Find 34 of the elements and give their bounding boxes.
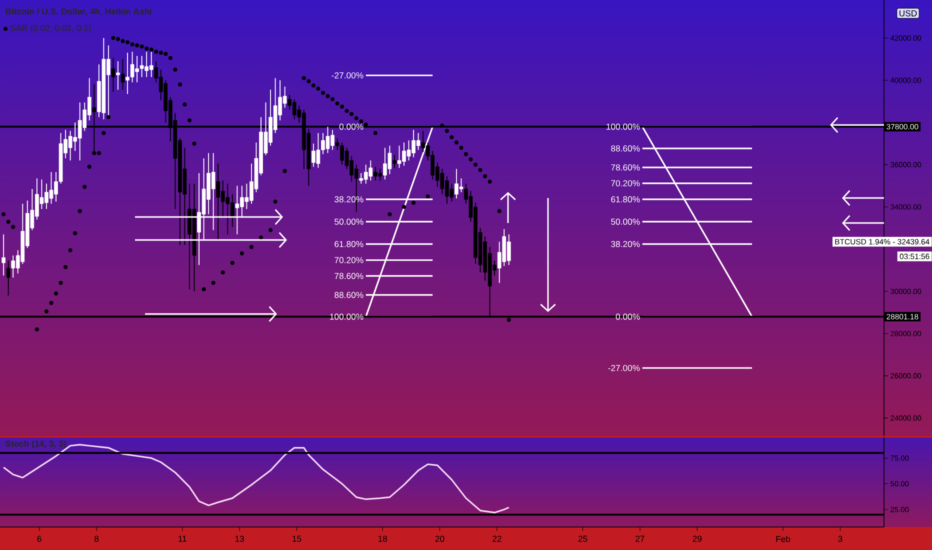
annotation: 100.00%	[330, 314, 364, 320]
x-tick-label: 13	[235, 536, 244, 542]
chart-title: Stoch (14, 3, 3)	[5, 440, 66, 449]
annotation: 88.60%	[334, 292, 364, 298]
annotation: 50.00%	[334, 218, 364, 225]
text: Bitcoin / U.S. Dollar, 4h, Heikin Ashi	[6, 8, 152, 16]
x-tick-label: 27	[636, 536, 644, 542]
x-tick-label: 6	[37, 536, 42, 542]
annotation: 78.60%	[611, 164, 640, 170]
x-tick-label: 8	[94, 536, 99, 542]
x-tick-label: 3	[838, 536, 842, 542]
x-tick-label: 25	[578, 536, 588, 542]
x-tick-label: 11	[178, 536, 186, 542]
x-tick-label: 18	[378, 536, 387, 542]
annotation: -27.00%	[332, 72, 364, 78]
x-tick-label: 29	[692, 536, 702, 542]
annotation: 88.60%	[611, 145, 640, 152]
x-tick-label: 15	[292, 536, 302, 542]
annotation: 70.20%	[611, 180, 640, 186]
annotation: 38.20%	[611, 241, 640, 248]
annotation: 0.00%	[339, 124, 364, 130]
legend-label: SAR (0.02, 0.02, 0.2)	[10, 24, 91, 33]
annotation: 61.80%	[611, 196, 640, 202]
x-tick-label: Feb	[776, 536, 790, 542]
annotation: -27.00%	[608, 364, 640, 372]
annotation: 0.00%	[616, 314, 640, 320]
annotation: 100.00%	[606, 124, 640, 130]
annotation: 61.80%	[334, 241, 364, 248]
text: USD	[900, 10, 917, 16]
annotation: 78.60%	[334, 272, 364, 280]
annotation: 50.00%	[611, 218, 640, 225]
x-tick-label: 22	[492, 536, 502, 542]
annotation: 70.20%	[334, 257, 364, 264]
x-tick-label: 20	[435, 536, 444, 542]
